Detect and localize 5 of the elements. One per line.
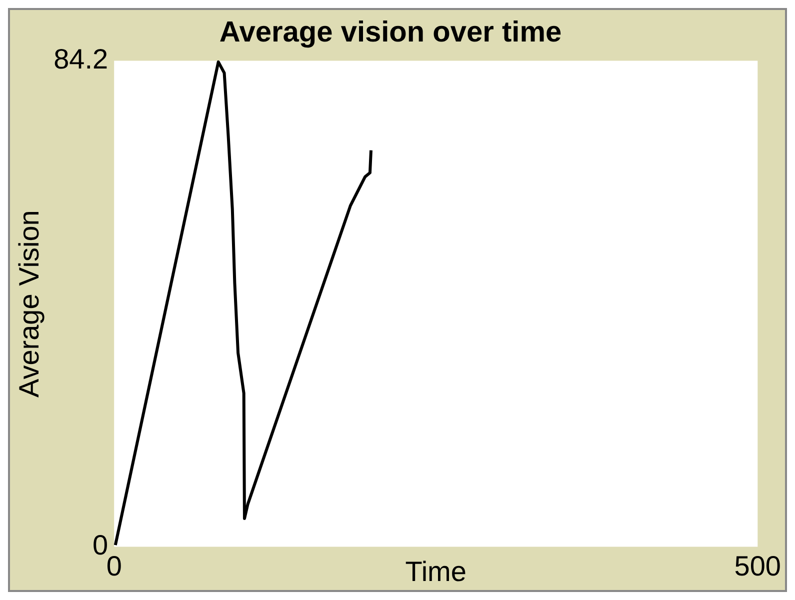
y-axis-title: Average Vision xyxy=(14,210,45,398)
x-tick-label: 500 xyxy=(734,550,781,582)
x-axis-title: Time xyxy=(405,556,466,587)
y-tick-label: 84.2 xyxy=(54,44,108,75)
chart-title: Average vision over time xyxy=(219,16,562,48)
